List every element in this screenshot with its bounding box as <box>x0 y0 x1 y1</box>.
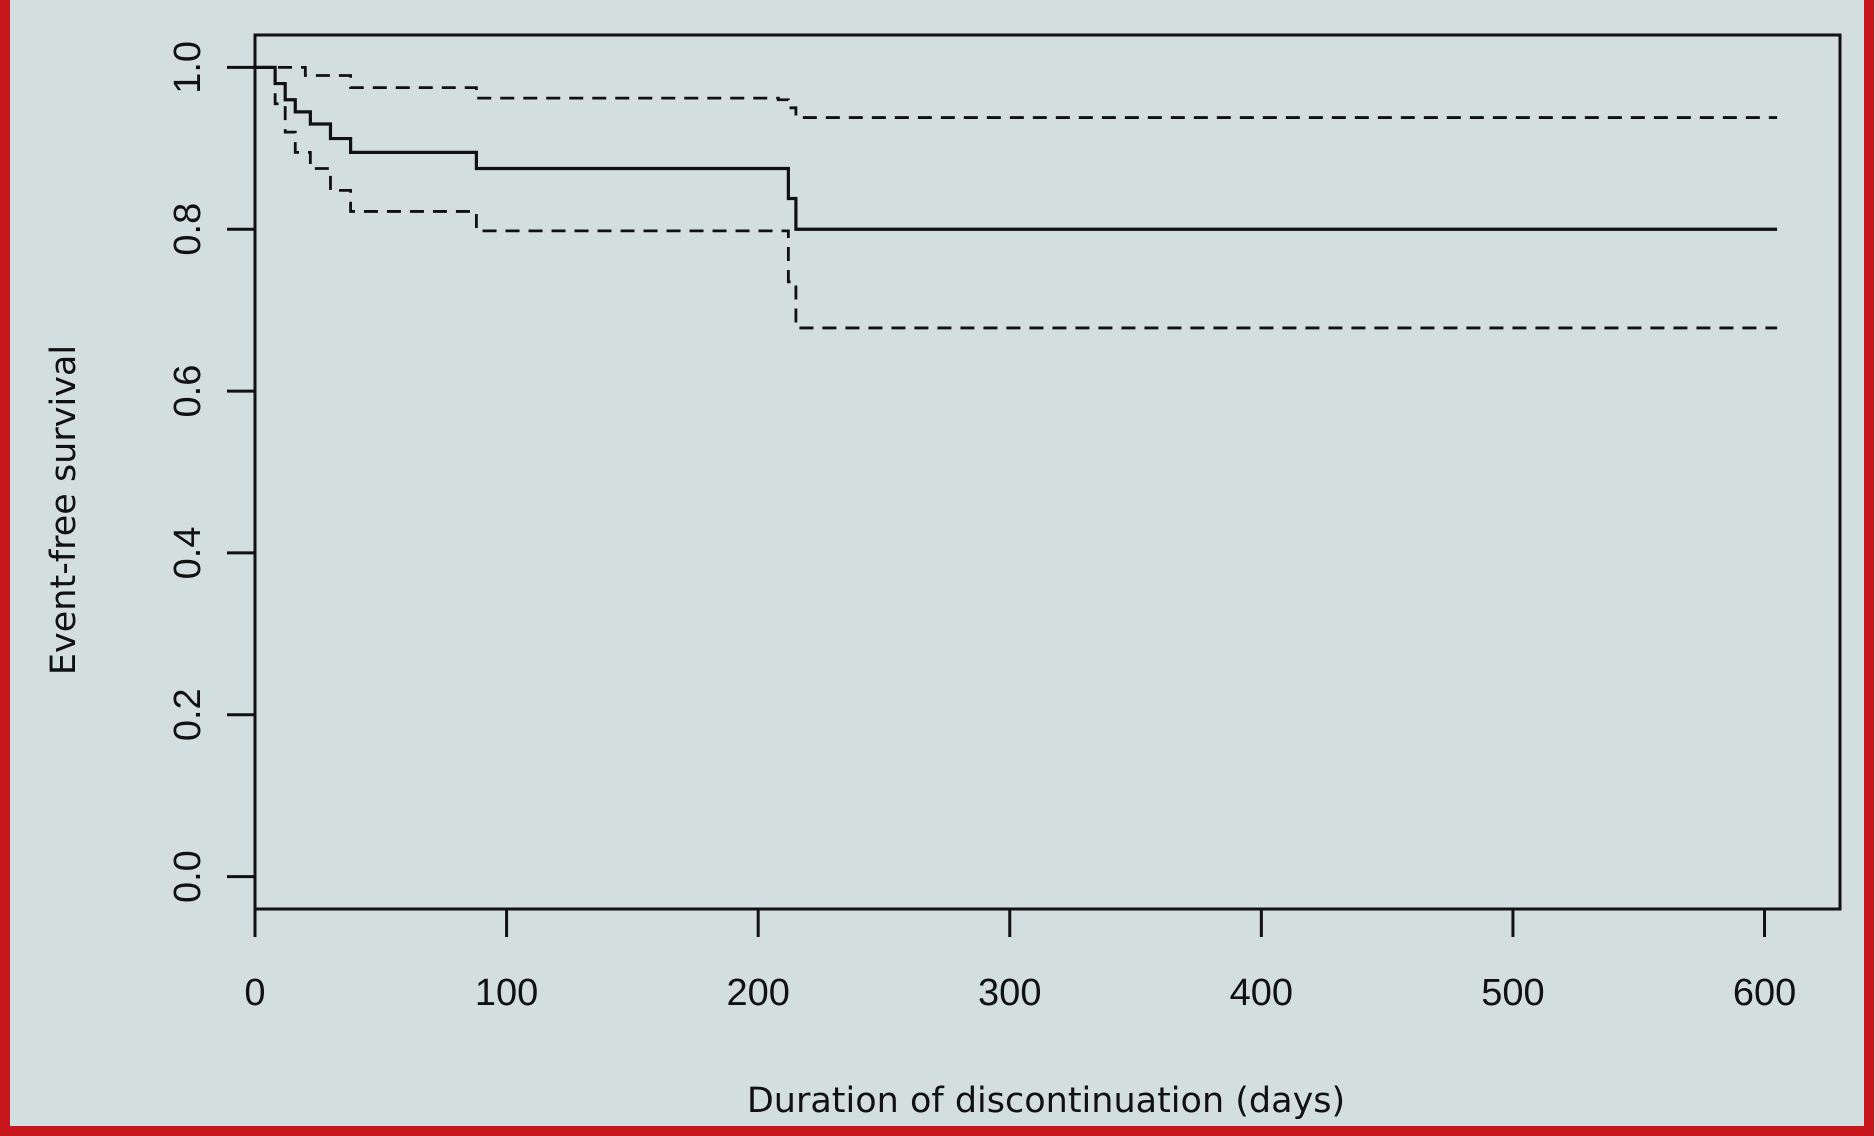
y-tick-label: 0.2 <box>167 688 209 741</box>
x-tick-label: 500 <box>1481 972 1544 1014</box>
x-tick-label: 200 <box>726 972 789 1014</box>
x-tick-label: 100 <box>475 972 538 1014</box>
x-axis: 0 100 200 300 400 500 600 <box>244 907 1796 1014</box>
y-tick-label: 0.6 <box>167 365 209 418</box>
survival-curve <box>255 65 1778 231</box>
y-tick-label: 0.0 <box>167 850 209 903</box>
y-axis-title: Event-free survival <box>44 345 84 675</box>
y-tick-label: 1.0 <box>167 41 209 94</box>
y-tick-label: 0.8 <box>167 203 209 256</box>
x-axis-title: Duration of discontinuation (days) <box>747 1081 1345 1121</box>
series-layer <box>255 65 1778 330</box>
y-axis: 0.0 0.2 0.4 0.6 0.8 1.0 <box>167 41 257 903</box>
y-tick-label: 0.4 <box>167 527 209 580</box>
confidence-bound-1 <box>255 65 1778 119</box>
x-tick-label: 400 <box>1230 972 1293 1014</box>
x-tick-label: 600 <box>1733 972 1796 1014</box>
confidence-bound-2 <box>255 65 1778 330</box>
x-tick-label: 0 <box>244 972 265 1014</box>
x-tick-label: 300 <box>978 972 1041 1014</box>
